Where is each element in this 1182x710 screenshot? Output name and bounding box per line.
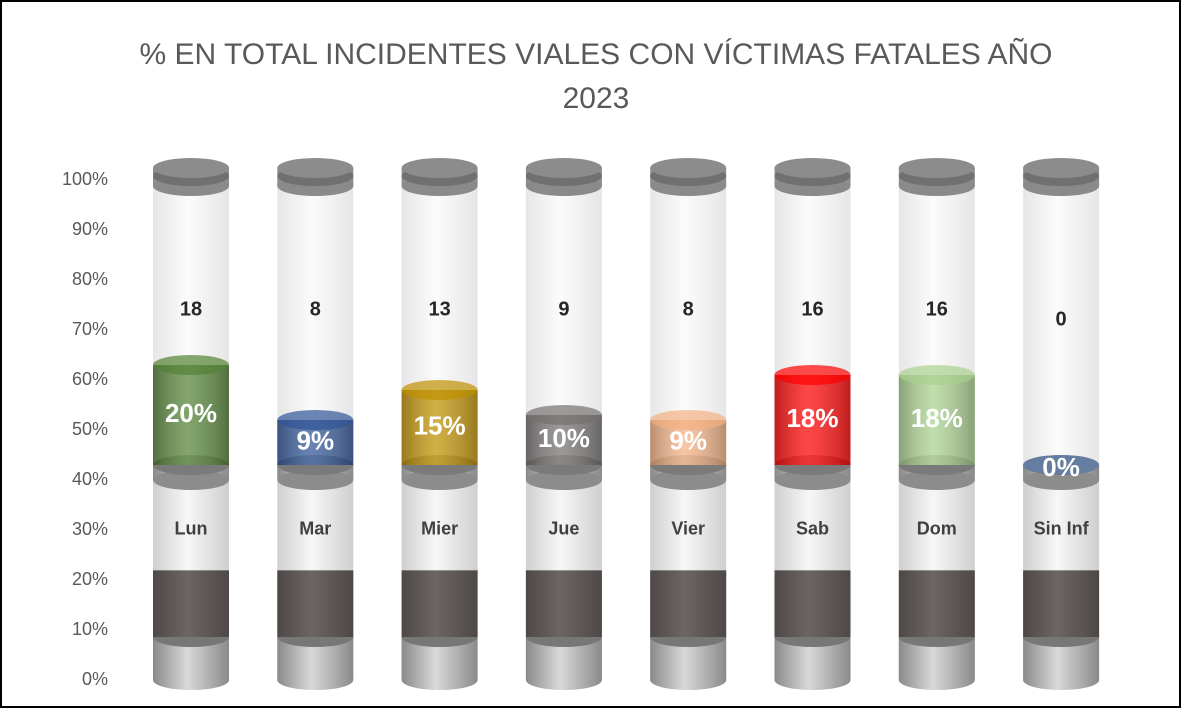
segment-top [650, 410, 727, 430]
segment-shade [153, 365, 229, 465]
cap-top [525, 158, 602, 178]
value-label: 0% [1042, 452, 1080, 482]
tube [525, 180, 602, 415]
cap-top [774, 158, 851, 178]
value-label: 9% [669, 425, 707, 455]
value-label: 18% [786, 403, 838, 433]
tube [898, 180, 975, 375]
tube [1023, 180, 1100, 465]
category-label: Vier [671, 518, 705, 538]
segment-top [774, 365, 851, 385]
segment-top [898, 365, 975, 385]
base-ring [525, 470, 602, 491]
segment-shade [774, 375, 851, 465]
chart-title: % EN TOTAL INCIDENTES VIALES CON VÍCTIMA… [140, 37, 1053, 71]
tube [774, 180, 851, 375]
base-band [774, 570, 851, 637]
cap-top [277, 158, 354, 178]
base-band [401, 570, 478, 637]
tube [277, 180, 354, 420]
category-label: Lun [175, 518, 208, 538]
y-tick-label: 40% [72, 469, 108, 489]
cap-top [153, 158, 229, 178]
count-label: 8 [310, 298, 321, 320]
count-label: 0 [1056, 308, 1067, 330]
base-ring [153, 470, 229, 491]
base-ring [1023, 470, 1100, 491]
y-tick-label: 10% [72, 619, 108, 639]
y-tick-label: 50% [72, 419, 108, 439]
cap-top [401, 158, 478, 178]
segment-top [1023, 455, 1100, 475]
base-band [153, 570, 229, 637]
tube [650, 180, 727, 420]
count-label: 9 [558, 298, 569, 320]
plot: 0%10%20%30%40%50%60%70%80%90%100%Lun20%1… [62, 158, 1100, 690]
base-ring [774, 470, 851, 491]
y-tick-label: 20% [72, 569, 108, 589]
value-label: 15% [414, 410, 466, 440]
value-label: 18% [911, 403, 963, 433]
value-label: 9% [297, 425, 335, 455]
count-label: 18 [180, 298, 202, 320]
base-band [898, 570, 975, 637]
cap-top [1023, 158, 1100, 178]
value-label: 20% [165, 398, 217, 428]
tube [153, 180, 229, 365]
count-label: 16 [801, 298, 823, 320]
y-tick-label: 30% [72, 519, 108, 539]
segment-top [153, 355, 229, 375]
y-tick-label: 60% [72, 369, 108, 389]
category-label: Sab [796, 518, 829, 538]
cap-top [650, 158, 727, 178]
count-label: 8 [683, 298, 694, 320]
base-ring [401, 470, 478, 491]
category-label: Mar [299, 518, 331, 538]
tube [401, 180, 478, 390]
y-tick-label: 0% [82, 669, 108, 689]
y-tick-label: 80% [72, 269, 108, 289]
cap-top [898, 158, 975, 178]
base-band [650, 570, 727, 637]
y-tick-label: 100% [62, 169, 108, 189]
base-band [277, 570, 354, 637]
segment-shade [898, 375, 975, 465]
base-ring [650, 470, 727, 491]
category-label: Sin Inf [1034, 518, 1090, 538]
category-label: Jue [548, 518, 579, 538]
category-label: Mier [421, 518, 458, 538]
category-label: Dom [917, 518, 957, 538]
count-label: 13 [428, 298, 450, 320]
base-band [1023, 570, 1100, 637]
base-ring [898, 470, 975, 491]
base-band [525, 570, 602, 637]
count-label: 16 [926, 298, 948, 320]
segment-top [525, 405, 602, 425]
y-tick-label: 90% [72, 219, 108, 239]
segment-top [277, 410, 354, 430]
segment-top [401, 380, 478, 400]
base-ring [277, 470, 354, 491]
segment-shade [401, 390, 478, 465]
chart-title: 2023 [563, 82, 630, 115]
value-label: 10% [538, 423, 590, 453]
y-tick-label: 70% [72, 319, 108, 339]
